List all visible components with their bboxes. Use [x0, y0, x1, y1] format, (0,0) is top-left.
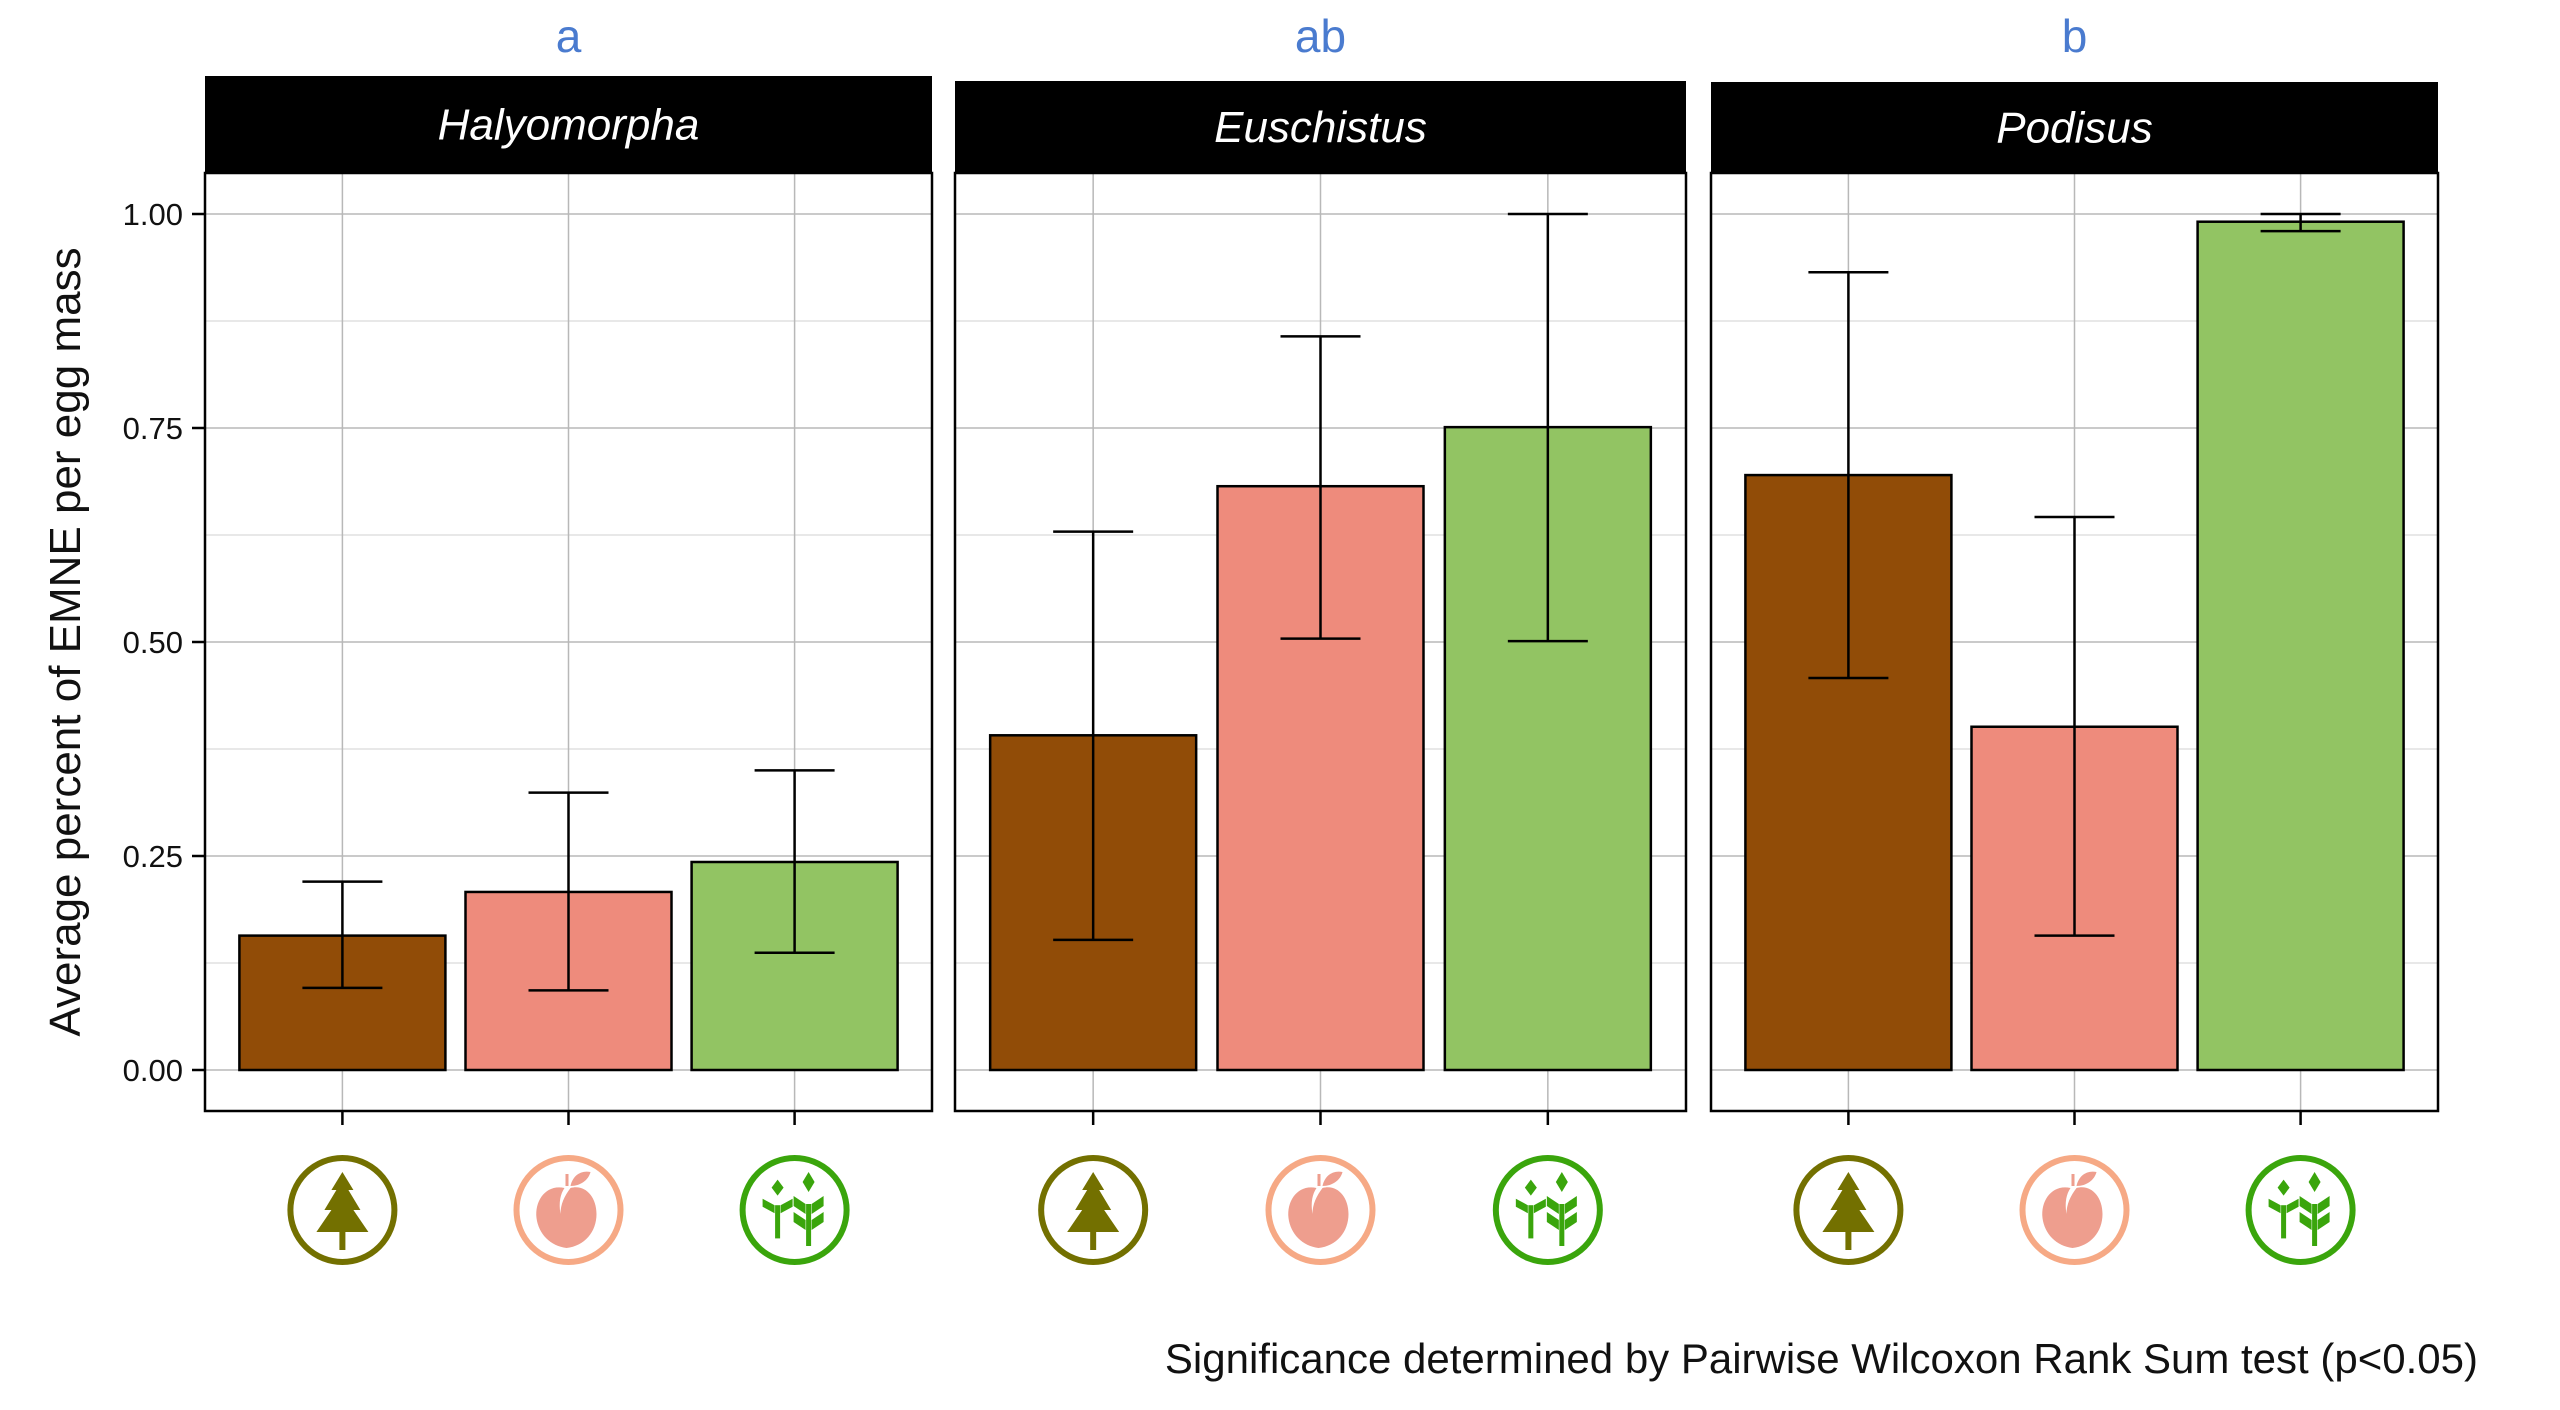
grain-leaf: [1546, 1196, 1559, 1214]
peach-leaf: [2076, 1171, 2097, 1186]
strip-header: [1711, 82, 2438, 173]
grain-leaf: [2299, 1212, 2312, 1230]
grain-stalk: [2312, 1204, 2318, 1246]
grain-leaf: [2317, 1196, 2330, 1214]
strip-label: Podisus: [1996, 104, 2153, 153]
peach-icon: [2019, 1155, 2130, 1265]
tree-icon: [1038, 1155, 1149, 1265]
tree-trunk: [339, 1232, 346, 1250]
peach-stem: [565, 1174, 569, 1186]
strip-label: Halyomorpha: [438, 101, 700, 150]
grain-stalk: [2281, 1205, 2287, 1239]
grain-stalk: [775, 1205, 781, 1239]
peach-icon: [1265, 1155, 1376, 1265]
icon-ring: [739, 1155, 850, 1265]
grain-leaf: [780, 1198, 793, 1214]
y-tick-label: 0.75: [123, 411, 183, 446]
grain-stalk: [806, 1204, 812, 1246]
grain-leaf: [811, 1212, 824, 1230]
significance-letter: ab: [1295, 10, 1346, 62]
panels: a Halyomorpha 0.00 0.25 0.50 0.75 1.00 ab Euschi…: [123, 10, 2440, 1265]
y-tick-label: 0.50: [123, 625, 183, 660]
grain-leaf: [1533, 1198, 1546, 1214]
panel-euschistus: ab Euschistus: [953, 10, 1688, 1265]
significance-letter: b: [2062, 10, 2088, 62]
y-axis-title: Average percent of EMNE per egg mass: [41, 247, 90, 1036]
icon-ring: [1492, 1155, 1603, 1265]
caption: Significance determined by Pairwise Wilc…: [1165, 1335, 2478, 1382]
grain-tip: [802, 1172, 815, 1192]
bar: [2196, 220, 2405, 1072]
grain-leaf: [1564, 1212, 1577, 1230]
grain-icon: [1492, 1155, 1603, 1265]
peach-shape: [1288, 1187, 1349, 1248]
grain-leaf: [811, 1196, 824, 1214]
strip-header: [205, 76, 932, 173]
grain-leaf: [1564, 1196, 1577, 1214]
tree-trunk: [1845, 1232, 1852, 1250]
tree-icon: [1793, 1155, 1904, 1265]
peach-stem: [1317, 1174, 1321, 1186]
significance-letter: a: [556, 10, 582, 62]
panel-halyomorpha: a Halyomorpha 0.00 0.25 0.50 0.75 1.00: [123, 10, 934, 1265]
grain-leaf: [793, 1196, 806, 1214]
peach-shape: [2042, 1187, 2103, 1248]
grain-icon: [2245, 1155, 2356, 1265]
peach-icon: [513, 1155, 624, 1265]
grain-leaf: [762, 1198, 775, 1214]
grain-stalk: [1528, 1205, 1534, 1239]
grain-leaf: [2299, 1196, 2312, 1214]
y-tick-label: 1.00: [123, 197, 183, 232]
grain-leaf: [2317, 1212, 2330, 1230]
grain-leaf: [1515, 1198, 1528, 1214]
tree-shape: [1822, 1172, 1875, 1232]
icon-ring: [2245, 1155, 2356, 1265]
grain-leaf: [2286, 1198, 2299, 1214]
y-tick-label: 0.25: [123, 839, 183, 874]
tree-icon: [287, 1155, 398, 1265]
peach-leaf: [1322, 1171, 1343, 1186]
grain-leaf: [2268, 1198, 2281, 1214]
grain-leaf: [793, 1212, 806, 1230]
strip-label: Euschistus: [1214, 103, 1427, 152]
grain-tip: [2277, 1179, 2290, 1196]
grain-tip: [1555, 1172, 1568, 1192]
tree-trunk: [1090, 1232, 1097, 1250]
peach-shape: [536, 1187, 597, 1248]
strip-header: [955, 81, 1686, 173]
panel-podisus: b Podisus: [1709, 10, 2440, 1265]
peach-leaf: [570, 1171, 591, 1186]
grain-stalk: [1559, 1204, 1565, 1246]
y-tick-label: 0.00: [123, 1053, 183, 1088]
tree-shape: [316, 1172, 369, 1232]
grain-tip: [2308, 1172, 2321, 1192]
grain-tip: [1524, 1179, 1537, 1196]
tree-shape: [1067, 1172, 1120, 1232]
grain-leaf: [1546, 1212, 1559, 1230]
peach-stem: [2071, 1174, 2075, 1186]
grain-tip: [771, 1179, 784, 1196]
grain-icon: [739, 1155, 850, 1265]
